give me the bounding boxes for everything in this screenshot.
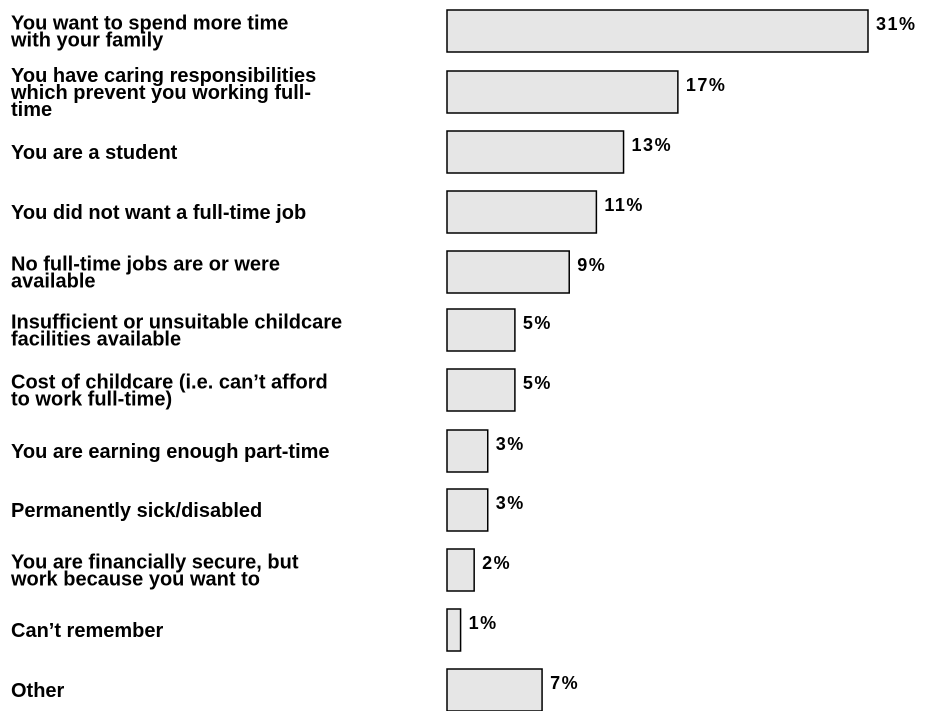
bar — [446, 608, 462, 652]
category-label: You have caring responsibilities which pr… — [10, 65, 316, 121]
bar — [446, 548, 475, 592]
category-label-line: You did not want a full-time job — [11, 202, 306, 224]
category-label: You are a student — [11, 142, 178, 164]
category-label-line: Can’t remember — [11, 620, 163, 642]
data-label: 11% — [604, 195, 644, 215]
category-label-line: facilities available — [11, 329, 181, 351]
bar — [446, 488, 489, 532]
data-label: 3% — [496, 493, 525, 513]
category-label: Other — [11, 680, 65, 702]
bar — [446, 429, 489, 473]
category-label: Permanently sick/disabled — [11, 500, 262, 522]
category-label-line: Cost of childcare (i.e. can’t afford — [11, 372, 328, 394]
data-label: 2% — [482, 553, 511, 573]
bar — [446, 308, 516, 352]
data-label: 7% — [550, 673, 579, 693]
data-label: 9% — [577, 255, 606, 275]
category-label-line: You are a student — [11, 142, 178, 164]
category-label-line: time — [11, 99, 52, 121]
bar — [446, 130, 625, 174]
category-label-line: which prevent you working full- — [10, 82, 311, 104]
category-label-line: You have caring responsibilities — [11, 65, 316, 87]
data-label: 31% — [876, 14, 917, 34]
category-label-line: to work full-time) — [11, 389, 172, 411]
category-label: You want to spend more time with your fam… — [10, 13, 288, 52]
bar — [446, 9, 869, 53]
category-label-line: No full-time jobs are or were — [11, 254, 280, 276]
category-label: You are financially secure, but work beca… — [10, 552, 299, 591]
data-label: 17% — [686, 75, 727, 95]
category-label-line: work because you want to — [10, 569, 260, 591]
category-label-line: with your family — [10, 30, 164, 52]
data-label: 5% — [523, 373, 552, 393]
bar — [446, 668, 543, 711]
category-label-line: Insufficient or unsuitable childcare — [11, 312, 342, 334]
category-label: Insufficient or unsuitable childcare faci… — [11, 312, 342, 351]
category-label-line: You are earning enough part-time — [11, 441, 330, 463]
category-label: You did not want a full-time job — [11, 202, 306, 224]
bar — [446, 368, 516, 412]
category-label-line: available — [11, 271, 96, 293]
data-label: 5% — [523, 313, 552, 333]
category-label-line: Permanently sick/disabled — [11, 500, 262, 522]
data-label: 13% — [632, 135, 673, 155]
category-label-line: Other — [11, 680, 65, 702]
category-label: No full-time jobs are or were available — [11, 254, 280, 293]
category-label: You are earning enough part-time — [11, 441, 330, 463]
category-label: Cost of childcare (i.e. can’t afford to w… — [11, 372, 328, 411]
data-label: 3% — [496, 434, 525, 454]
category-label-line: You want to spend more time — [11, 13, 288, 35]
category-label-line: You are financially secure, but — [11, 552, 299, 574]
data-label: 1% — [469, 613, 498, 633]
bar — [446, 250, 570, 294]
category-label: Can’t remember — [11, 620, 163, 642]
bar — [446, 190, 598, 234]
bar — [446, 70, 679, 114]
